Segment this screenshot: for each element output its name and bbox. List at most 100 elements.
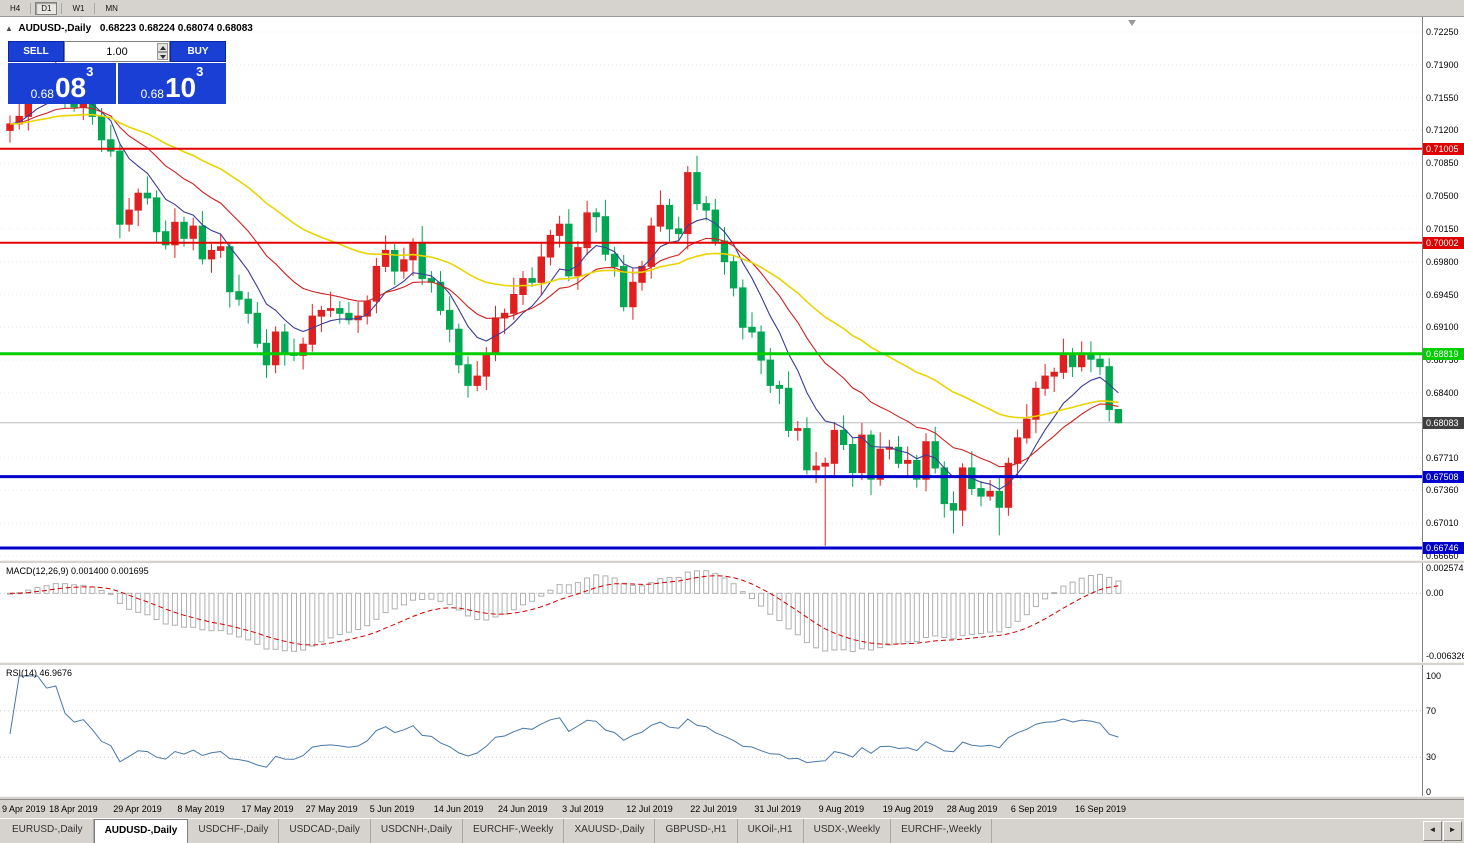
price-chart-panel: ▲ AUDUSD-,Daily 0.68223 0.68224 0.68074 … — [0, 17, 1464, 562]
one-click-collapse-icon[interactable]: ▲ — [5, 24, 13, 33]
date-label: 14 Jun 2019 — [433, 804, 484, 814]
buy-price-box[interactable]: 0.68 10 3 — [118, 63, 226, 104]
chart-tab-ukoil-h1[interactable]: UKOil-,H1 — [738, 819, 804, 843]
date-label: 19 Aug 2019 — [882, 804, 934, 814]
sell-price-point: 3 — [86, 64, 94, 79]
tab-scroll-right-icon[interactable]: ► — [1443, 821, 1462, 841]
tab-scroll-left-icon[interactable]: ◄ — [1423, 821, 1442, 841]
macd-panel: MACD(12,26,9) 0.001400 0.001695 0.002574… — [0, 563, 1464, 662]
axis-label: 0.69100 — [1426, 322, 1459, 333]
axis-label: 100 — [1426, 671, 1442, 681]
date-label: 29 Apr 2019 — [113, 804, 162, 814]
date-label: 18 Apr 2019 — [49, 804, 98, 814]
axis-label: -0.006326 — [1426, 651, 1464, 661]
volume-input[interactable]: 1.00 — [64, 41, 170, 62]
date-label: 24 Jun 2019 — [498, 804, 548, 814]
sell-price-prefix: 0.68 — [30, 87, 54, 101]
axis-label: 0.70150 — [1426, 223, 1459, 234]
date-label: 6 Sep 2019 — [1010, 804, 1057, 814]
date-label: 28 Aug 2019 — [946, 804, 998, 814]
date-label: 9 Apr 2019 — [2, 804, 46, 814]
axis-label: 70 — [1426, 705, 1437, 716]
axis-label: 0 — [1426, 787, 1432, 797]
price-axis: 0.72250 0.71900 0.71550 0.71200 0.70850 0.705… — [1422, 17, 1464, 562]
date-axis: 9 Apr 2019 18 Apr 2019 29 Apr 2019 8 May 20… — [0, 799, 1464, 819]
axis-label: 0.69800 — [1426, 256, 1459, 267]
chart-tab-eurchf-weekly[interactable]: EURCHF-,Weekly — [463, 819, 565, 843]
price-tag: 0.66746 — [1423, 542, 1464, 554]
macd-title: MACD(12,26,9) 0.001400 0.001695 — [6, 566, 149, 576]
axis-label: 0.68400 — [1426, 387, 1459, 398]
chart-title: ▲ AUDUSD-,Daily 0.68223 0.68224 0.68074 … — [5, 23, 253, 34]
spinner-up-icon[interactable] — [157, 43, 168, 52]
chart-tab-audusd-daily[interactable]: AUDUSD-,Daily — [93, 819, 189, 843]
chart-tab-bar: EURUSD-,Daily AUDUSD-,Daily USDCHF-,Daily U… — [0, 818, 1464, 843]
date-label: 8 May 2019 — [177, 804, 225, 814]
axis-label: 0.70500 — [1426, 191, 1459, 202]
axis-label: 0.002574 — [1426, 563, 1464, 573]
axis-label: 0.68750 — [1426, 355, 1459, 366]
chart-tab-usdcad-daily[interactable]: USDCAD-,Daily — [279, 819, 371, 843]
buy-price-prefix: 0.68 — [140, 87, 164, 101]
axis-label: 0.71550 — [1426, 92, 1459, 103]
axis-label: 0.70850 — [1426, 158, 1459, 169]
toolbar-separator — [94, 2, 96, 14]
axis-label: 0.67360 — [1426, 485, 1459, 496]
volume-spinner[interactable] — [157, 43, 168, 60]
chart-tab-usdcnh-daily[interactable]: USDCNH-,Daily — [371, 819, 464, 843]
timeframe-toolbar: H4 D1 W1 MN — [0, 0, 1464, 17]
rsi-canvas[interactable] — [0, 665, 1422, 796]
chart-tab-eurchf-weekly[interactable]: EURCHF-,Weekly — [891, 819, 993, 843]
sell-price-pips: 08 — [54, 72, 87, 103]
axis-label: 0.71200 — [1426, 125, 1459, 136]
timeframe-button-d1[interactable]: D1 — [35, 1, 58, 15]
date-label: 17 May 2019 — [241, 804, 294, 814]
rsi-axis: 100 70 30 0 — [1422, 665, 1464, 797]
volume-value: 1.00 — [106, 45, 128, 58]
axis-label: 0.72250 — [1426, 27, 1459, 37]
spinner-down-icon[interactable] — [157, 51, 168, 60]
chart-tab-eurusd-daily[interactable]: EURUSD-,Daily — [2, 819, 94, 843]
toolbar-separator — [61, 2, 63, 14]
timeframe-button-w1[interactable]: W1 — [66, 1, 91, 15]
chart-ohlc-values: 0.68223 0.68224 0.68074 0.68083 — [99, 23, 253, 34]
price-tag: 0.70002 — [1423, 236, 1464, 249]
axis-label: 0.71900 — [1426, 59, 1459, 70]
date-label: 12 Jul 2019 — [626, 804, 673, 814]
macd-canvas[interactable] — [0, 563, 1422, 662]
axis-label: 0.67010 — [1426, 518, 1459, 529]
tab-scroll-buttons: ◄ ► — [1423, 821, 1462, 841]
price-tag: 0.68083 — [1423, 416, 1464, 429]
date-label: 31 Jul 2019 — [754, 804, 801, 814]
axis-label: 0.67710 — [1426, 452, 1459, 463]
price-tag: 0.71005 — [1423, 142, 1464, 155]
chart-tab-usdchf-daily[interactable]: USDCHF-,Daily — [188, 819, 280, 843]
timeframe-button-h4[interactable]: H4 — [4, 1, 27, 15]
rsi-panel: RSI(14) 46.9676 100 70 30 0 — [0, 665, 1464, 797]
price-tag: 0.68819 — [1423, 347, 1464, 360]
date-label: 3 Jul 2019 — [562, 804, 604, 814]
chart-tab-usdx-weekly[interactable]: USDX-,Weekly — [804, 819, 892, 843]
chart-tab-xauusd-daily[interactable]: XAUUSD-,Daily — [564, 819, 656, 843]
date-label: 16 Sep 2019 — [1075, 804, 1127, 814]
axis-label: 0.69450 — [1426, 289, 1459, 300]
price-chart-canvas[interactable] — [0, 17, 1422, 560]
axis-label: 0.66660 — [1426, 551, 1459, 562]
macd-axis: 0.002574 0.00 -0.006326 — [1422, 563, 1464, 662]
one-click-trading-panel: SELL 1.00 BUY 0.68 08 3 0.68 10 3 — [8, 41, 226, 104]
axis-label: 0.00 — [1426, 588, 1444, 599]
price-tag: 0.67508 — [1423, 470, 1464, 483]
timeframe-button-mn[interactable]: MN — [99, 1, 124, 15]
sell-button[interactable]: SELL — [8, 41, 64, 62]
chart-symbol-period: AUDUSD-,Daily — [18, 23, 92, 34]
date-label: 27 May 2019 — [305, 804, 358, 814]
toolbar-separator — [30, 2, 32, 14]
chart-shift-marker[interactable] — [1128, 20, 1136, 26]
rsi-title: RSI(14) 46.9676 — [6, 668, 73, 678]
buy-price-pips: 10 — [164, 72, 197, 103]
date-label: 5 Jun 2019 — [369, 804, 415, 814]
buy-button[interactable]: BUY — [170, 41, 226, 62]
sell-price-box[interactable]: 0.68 08 3 — [8, 63, 116, 104]
chart-tab-gbpusd-h1[interactable]: GBPUSD-,H1 — [655, 819, 738, 843]
